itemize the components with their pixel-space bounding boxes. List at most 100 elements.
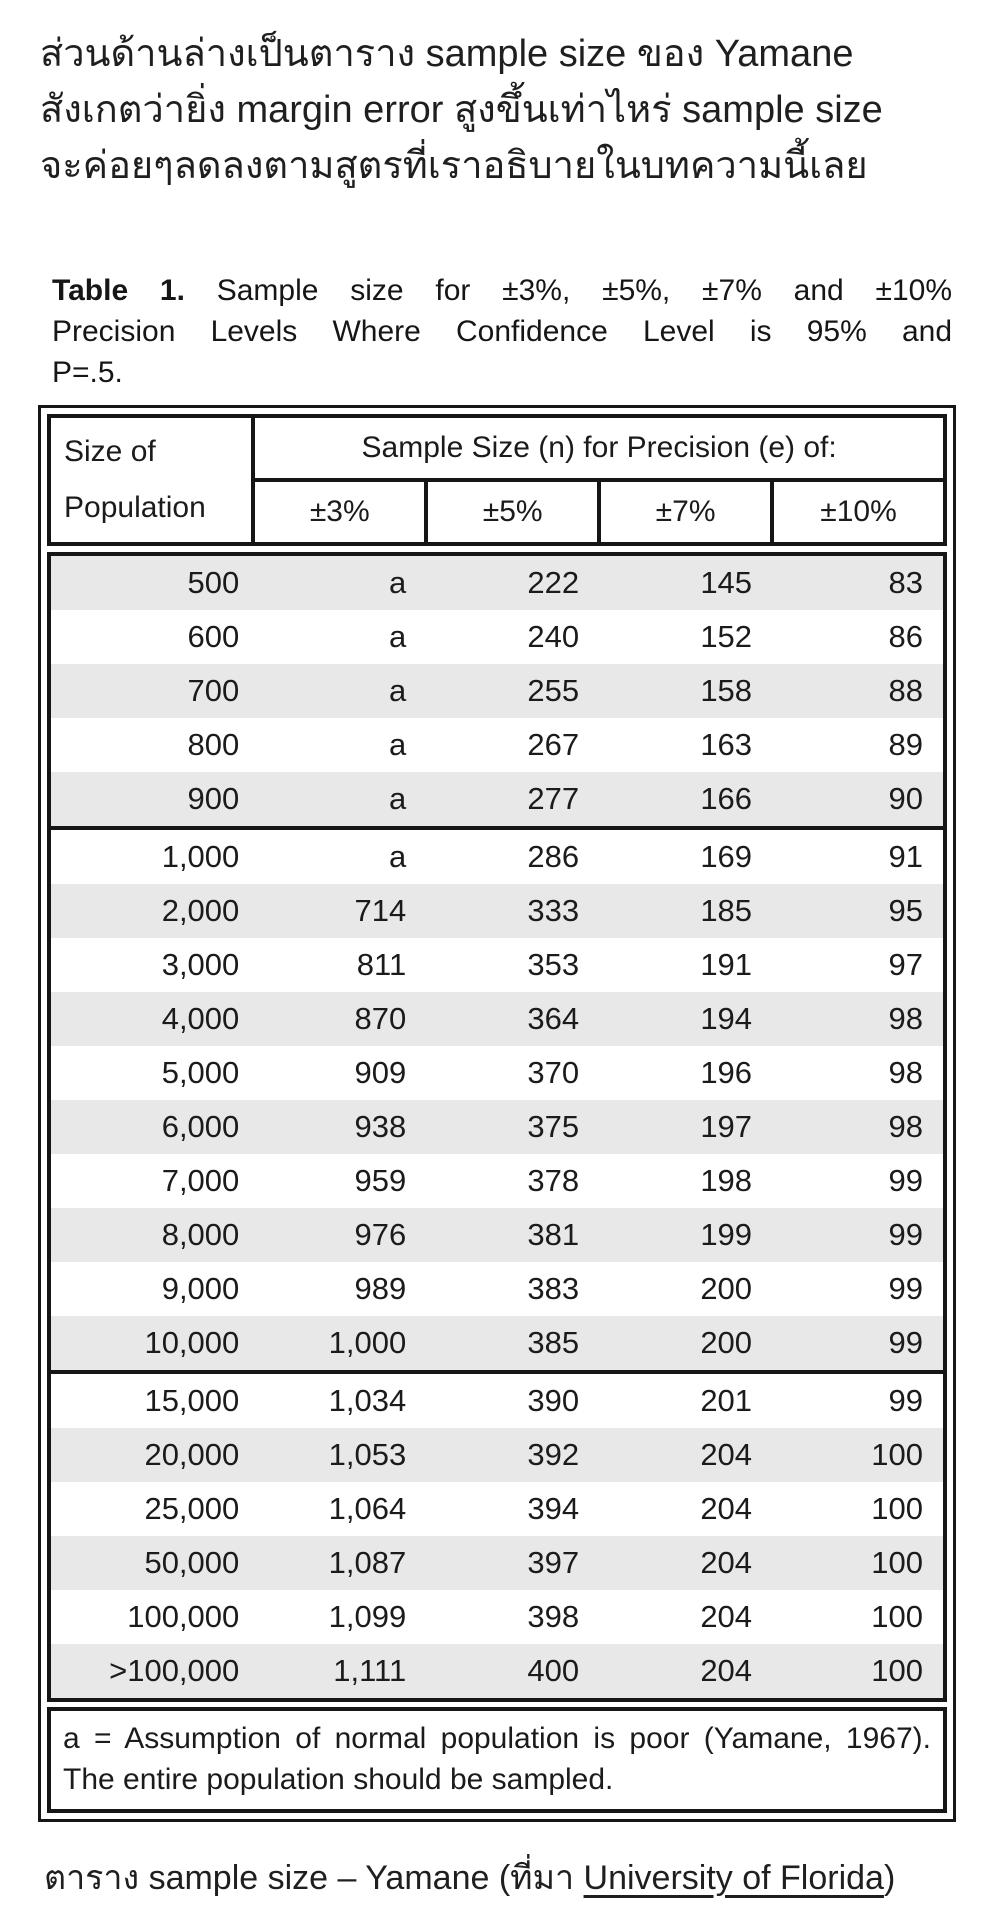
sample-size-cell: 976 bbox=[253, 1208, 427, 1262]
sample-size-cell: 959 bbox=[354, 1163, 407, 1198]
sample-size-cell: a bbox=[253, 826, 427, 884]
sample-size-cell: a bbox=[253, 554, 427, 610]
sample-size-cell: 1,053 bbox=[253, 1428, 427, 1482]
header-row-2: ±3% ±5% ±7% ±10% bbox=[49, 478, 947, 546]
table-row: 2,000 714 333 185 95 bbox=[49, 884, 945, 938]
sample-size-cell: 166 bbox=[599, 772, 773, 828]
sample-size-cell: 394 bbox=[527, 1491, 580, 1526]
population-cell: 900 bbox=[49, 772, 254, 828]
sample-size-cell: 191 bbox=[700, 947, 753, 982]
sample-size-cell: 1,087 bbox=[253, 1536, 427, 1590]
sample-size-cell: 811 bbox=[356, 947, 407, 982]
population-cell: 600 bbox=[187, 619, 240, 654]
table-row: 5,000 909 370 196 98 bbox=[49, 1046, 945, 1100]
sample-size-cell: 286 bbox=[426, 826, 600, 884]
precision-span-header: Sample Size (n) for Precision (e) of: bbox=[251, 414, 947, 482]
sample-size-cell: 1,064 bbox=[328, 1491, 407, 1526]
table-row: 700 a 255 158 88 bbox=[49, 664, 945, 718]
table-row: 15,000 1,034 390 201 99 bbox=[49, 1370, 945, 1428]
table-row: 4,000 870 364 194 98 bbox=[49, 992, 945, 1046]
sample-size-cell: a bbox=[388, 619, 407, 654]
sample-size-cell: 89 bbox=[888, 727, 923, 762]
table-row: 20,000 1,053 392 204 100 bbox=[49, 1428, 945, 1482]
table-header: Size of Population Sample Size (n) for P… bbox=[46, 414, 947, 546]
sample-size-cell: 91 bbox=[772, 826, 945, 884]
sample-size-cell: 204 bbox=[700, 1491, 753, 1526]
sample-size-cell: 333 bbox=[426, 884, 600, 938]
population-cell: 800 bbox=[187, 727, 240, 762]
header-row-1: Size of Population Sample Size (n) for P… bbox=[46, 414, 947, 546]
table-row: 25,000 1,064 394 204 100 bbox=[49, 1482, 945, 1536]
table-title-line1: Table 1. Sample size for ±3%, ±5%, ±7% a… bbox=[52, 270, 952, 311]
sample-size-cell: 185 bbox=[599, 884, 773, 938]
sample-size-cell: 100 bbox=[772, 1428, 945, 1482]
table-row: 100,000 1,099 398 204 100 bbox=[49, 1590, 945, 1644]
sample-size-cell: 989 bbox=[354, 1271, 407, 1306]
sample-size-cell: 158 bbox=[599, 664, 773, 718]
source-link[interactable]: University of Florida bbox=[583, 1859, 884, 1897]
sample-size-cell: 197 bbox=[599, 1100, 773, 1154]
population-cell: 700 bbox=[49, 664, 254, 718]
sample-size-cell: 378 bbox=[527, 1163, 580, 1198]
sample-size-table-frame: Size of Population Sample Size (n) for P… bbox=[38, 405, 956, 1822]
sample-size-cell: 938 bbox=[253, 1100, 427, 1154]
table-row: 9,000 989 383 200 99 bbox=[49, 1262, 945, 1316]
population-cell: 4,000 bbox=[49, 992, 254, 1046]
population-cell: 9,000 bbox=[161, 1271, 240, 1306]
table-row: 1,000 a 286 169 91 bbox=[49, 826, 945, 884]
population-cell: 20,000 bbox=[49, 1428, 254, 1482]
table-number-label: Table 1. bbox=[52, 274, 185, 307]
sample-size-cell: 909 bbox=[354, 1055, 407, 1090]
table-title-line2: Precision Levels Where Confidence Level … bbox=[52, 315, 952, 348]
sample-size-cell: 204 bbox=[599, 1428, 773, 1482]
population-cell: 5,000 bbox=[161, 1055, 240, 1090]
sample-size-cell: 277 bbox=[426, 772, 600, 828]
sample-size-cell: 204 bbox=[700, 1599, 753, 1634]
table-row: 7,000 959 378 198 99 bbox=[49, 1154, 945, 1208]
table-footnote: a = Assumption of normal population is p… bbox=[47, 1707, 947, 1813]
sample-size-cell: 99 bbox=[772, 1316, 945, 1372]
population-cell: 6,000 bbox=[49, 1100, 254, 1154]
sample-size-cell: a bbox=[253, 772, 427, 828]
sample-size-cell: 99 bbox=[888, 1163, 923, 1198]
sample-size-cell: 364 bbox=[426, 992, 600, 1046]
table-row: >100,000 1,111 400 204 100 bbox=[49, 1644, 945, 1700]
sample-size-cell: 370 bbox=[527, 1055, 580, 1090]
population-cell: 7,000 bbox=[161, 1163, 240, 1198]
sample-size-cell: 97 bbox=[888, 947, 923, 982]
sample-size-cell: 86 bbox=[888, 619, 923, 654]
intro-paragraph: ส่วนด้านล่างเป็นตาราง sample size ของ Ya… bbox=[40, 26, 963, 194]
population-header-line2: Population bbox=[64, 491, 206, 524]
sample-size-cell: 98 bbox=[772, 992, 945, 1046]
population-header-cell: Size of Population bbox=[46, 414, 256, 546]
caption-text: ตาราง sample size – Yamane (ที่มา bbox=[44, 1859, 584, 1897]
sample-size-cell: 200 bbox=[599, 1316, 773, 1372]
table-title: Table 1. Sample size for ±3%, ±5%, ±7% a… bbox=[52, 270, 952, 393]
sample-size-cell: 267 bbox=[527, 727, 580, 762]
image-caption: ตาราง sample size – Yamane (ที่มา Univer… bbox=[44, 1850, 963, 1904]
sample-size-cell: 100 bbox=[871, 1599, 923, 1634]
population-cell: >100,000 bbox=[49, 1644, 254, 1700]
sample-size-cell: 385 bbox=[426, 1316, 600, 1372]
sample-size-cell: 95 bbox=[772, 884, 945, 938]
sample-size-cell: 1,099 bbox=[328, 1599, 407, 1634]
caption-close: ) bbox=[883, 1859, 896, 1897]
sample-size-cell: 198 bbox=[700, 1163, 753, 1198]
population-header-line1: Size of bbox=[64, 435, 156, 468]
population-cell: 2,000 bbox=[49, 884, 254, 938]
sample-size-cell: 83 bbox=[772, 554, 945, 610]
population-cell: 10,000 bbox=[49, 1316, 254, 1372]
sample-size-cell: 90 bbox=[772, 772, 945, 828]
sample-size-cell: 204 bbox=[599, 1536, 773, 1590]
sample-size-cell: 99 bbox=[888, 1271, 923, 1306]
sample-size-cell: 870 bbox=[253, 992, 427, 1046]
sample-size-cell: 400 bbox=[426, 1644, 600, 1700]
precision-header-7pct: ±7% bbox=[597, 478, 775, 546]
population-cell: 500 bbox=[49, 554, 254, 610]
sample-size-cell: 100 bbox=[772, 1536, 945, 1590]
precision-header-3pct: ±3% bbox=[251, 478, 429, 546]
table-row: 3,000 811 353 191 97 bbox=[49, 938, 945, 992]
table-title-line1-text: Sample size for ±3%, ±5%, ±7% and ±10% bbox=[216, 274, 952, 307]
population-cell: 8,000 bbox=[49, 1208, 254, 1262]
